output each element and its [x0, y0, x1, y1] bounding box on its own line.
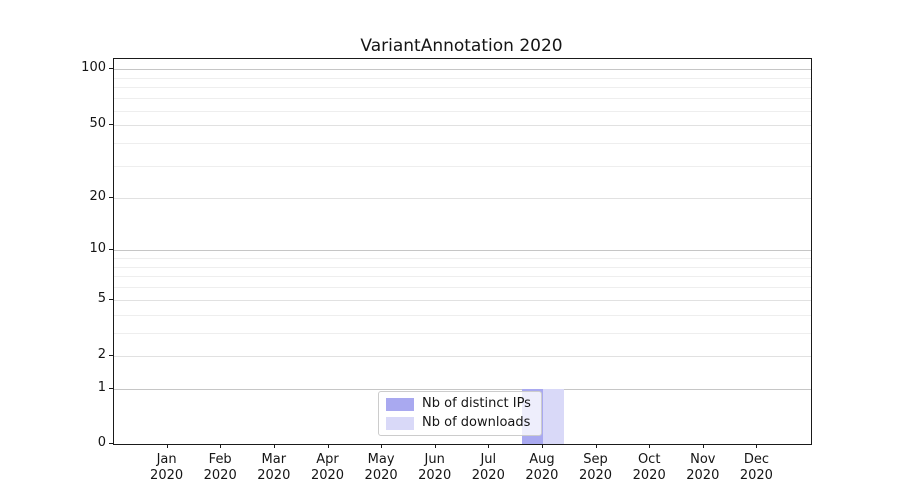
x-tick-month: Jun [424, 452, 445, 467]
x-tick-month: Oct [637, 452, 661, 467]
gridline-y-9 [114, 258, 811, 260]
y-tick-label-5: 5 [97, 290, 106, 306]
x-tick-mark-apr [327, 444, 329, 448]
gridline-y-70 [114, 98, 811, 100]
x-tick-mark-jul [488, 444, 490, 448]
x-tick-label-oct: Oct 2020 [617, 452, 681, 484]
y-tick-label-10: 10 [89, 241, 106, 257]
y-tick-label-0: 0 [97, 435, 106, 450]
x-tick-month: Sep [583, 452, 608, 467]
gridline-y-20 [114, 197, 811, 199]
x-tick-label-apr: Apr 2020 [296, 452, 360, 484]
x-tick-month: May [367, 452, 395, 467]
x-tick-mark-oct [649, 444, 651, 448]
x-tick-year: 2020 [364, 468, 398, 483]
gridline-y-7 [114, 276, 811, 278]
x-tick-year: 2020 [203, 468, 237, 483]
y-tick-mark-50 [109, 124, 113, 126]
bar-aug-series1 [542, 389, 565, 444]
gridline-y-40 [114, 143, 811, 144]
gridline-y-80 [114, 87, 811, 89]
x-tick-month: Apr [316, 452, 339, 467]
gridline-y-3 [114, 332, 811, 334]
legend-item-1: Nb of downloads [386, 415, 541, 431]
y-tick-label-1: 1 [97, 380, 106, 396]
x-tick-mark-jun [434, 444, 436, 448]
legend-label: Nb of distinct IPs [422, 396, 531, 411]
legend: Nb of distinct IPs Nb of downloads [378, 391, 542, 436]
x-tick-month: Nov [690, 452, 716, 467]
legend-swatch-icon [386, 397, 414, 411]
y-tick-mark-5 [109, 298, 113, 300]
x-tick-label-sep: Sep 2020 [564, 452, 628, 484]
y-tick-label-50: 50 [89, 116, 106, 132]
x-tick-month: Mar [261, 452, 287, 467]
x-tick-label-mar: Mar 2020 [242, 452, 306, 484]
x-tick-year: 2020 [418, 468, 452, 483]
gridline-y-50 [114, 125, 811, 127]
x-tick-label-jan: Jan 2020 [135, 452, 199, 484]
y-tick-label-2: 2 [97, 347, 106, 363]
gridline-y-1 [114, 389, 811, 391]
x-tick-label-nov: Nov 2020 [671, 452, 735, 484]
gridline-y-8 [114, 266, 811, 268]
x-tick-year: 2020 [257, 468, 291, 483]
x-tick-year: 2020 [310, 468, 345, 483]
x-tick-year: 2020 [525, 468, 559, 483]
x-tick-label-may: May 2020 [349, 452, 413, 484]
gridline-y-90 [114, 77, 811, 79]
x-tick-mark-feb [220, 444, 222, 448]
x-tick-label-dec: Dec 2020 [724, 452, 788, 484]
x-tick-mark-aug [541, 444, 543, 448]
y-tick-label-20: 20 [89, 188, 106, 204]
gridline-y-6 [114, 287, 811, 289]
x-tick-mark-may [381, 444, 383, 448]
x-tick-year: 2020 [578, 468, 613, 483]
x-tick-mark-nov [702, 444, 704, 448]
y-tick-mark-2 [109, 355, 113, 357]
gridline-y-2 [114, 356, 811, 358]
y-tick-mark-10 [109, 249, 113, 251]
y-tick-mark-1 [109, 388, 113, 390]
x-tick-year: 2020 [632, 468, 666, 483]
y-tick-mark-20 [109, 196, 113, 198]
x-tick-label-aug: Aug 2020 [510, 452, 574, 484]
gridline-y-30 [114, 165, 811, 167]
legend-item-0: Nb of distinct IPs [386, 396, 541, 412]
x-tick-month: Aug [529, 452, 555, 467]
y-tick-mark-100 [109, 68, 113, 70]
x-tick-mark-jan [166, 444, 168, 448]
gridline-y-100 [114, 69, 811, 71]
x-tick-month: Jan [156, 452, 177, 467]
plot-area [113, 58, 812, 445]
x-tick-mark-dec [756, 444, 758, 448]
x-tick-month: Feb [208, 452, 232, 467]
x-tick-label-feb: Feb 2020 [188, 452, 252, 484]
x-tick-year: 2020 [471, 468, 505, 483]
gridline-y-60 [114, 110, 811, 112]
x-tick-month: Dec [743, 452, 769, 467]
gridline-y-5 [114, 299, 811, 301]
x-tick-mark-mar [273, 444, 275, 448]
x-tick-year: 2020 [150, 468, 184, 483]
x-tick-mark-sep [595, 444, 597, 448]
gridline-y-4 [114, 314, 811, 316]
x-tick-label-jul: Jul 2020 [456, 452, 520, 484]
x-tick-label-jun: Jun 2020 [403, 452, 467, 484]
gridline-y-10 [114, 250, 811, 252]
x-tick-year: 2020 [686, 468, 720, 483]
legend-swatch-icon [386, 416, 414, 430]
legend-label: Nb of downloads [422, 415, 531, 430]
x-tick-year: 2020 [739, 468, 773, 483]
chart-title: VariantAnnotation 2020 [360, 36, 563, 56]
y-tick-mark-0 [109, 443, 113, 444]
y-tick-label-100: 100 [81, 60, 106, 76]
x-tick-month: Jul [480, 452, 497, 467]
